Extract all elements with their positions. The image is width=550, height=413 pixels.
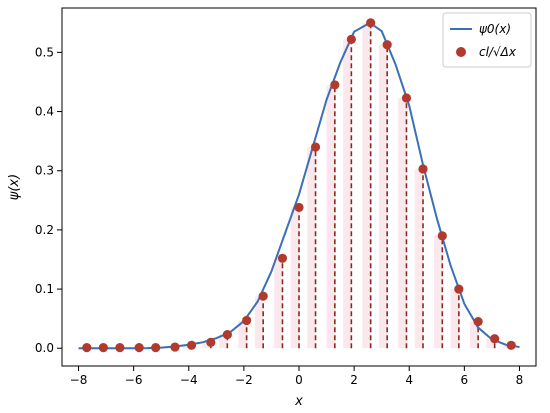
fill-band bbox=[254, 296, 264, 349]
fills-layer bbox=[78, 22, 512, 349]
legend-point-label: cl/√Δx bbox=[479, 45, 517, 59]
y-tick-label: 0.2 bbox=[35, 223, 54, 237]
x-tick-label: −2 bbox=[235, 373, 253, 387]
x-tick-label: −6 bbox=[125, 373, 143, 387]
y-tick-label: 0.0 bbox=[35, 341, 54, 355]
data-point bbox=[222, 330, 232, 340]
x-axis-label: x bbox=[294, 394, 303, 409]
legend-line-label: ψ0(x) bbox=[479, 22, 511, 36]
x-tick-label: −8 bbox=[70, 373, 88, 387]
data-point bbox=[170, 342, 180, 352]
fill-band bbox=[486, 338, 495, 349]
x-tick-label: −4 bbox=[180, 373, 198, 387]
xticks-layer: −8 −6 −4 −2 0 2 4 6 8 bbox=[70, 366, 524, 387]
fill-band bbox=[434, 235, 443, 349]
fill-band bbox=[362, 22, 371, 349]
data-point bbox=[366, 18, 376, 28]
data-point bbox=[115, 343, 125, 353]
fill-band bbox=[414, 168, 424, 349]
fill-band bbox=[219, 334, 228, 349]
fill-band bbox=[378, 44, 388, 349]
data-point bbox=[330, 80, 340, 90]
legend: ψ0(x) cl/√Δx bbox=[442, 12, 532, 68]
data-point bbox=[277, 253, 288, 263]
y-tick-label: 0.5 bbox=[35, 45, 54, 59]
data-point bbox=[242, 315, 252, 326]
fill-band bbox=[290, 207, 299, 349]
data-point bbox=[473, 317, 483, 327]
fill-band bbox=[202, 342, 211, 349]
fill-band bbox=[307, 147, 316, 349]
legend-point-swatch bbox=[456, 47, 466, 57]
y-tick-label: 0.4 bbox=[35, 105, 54, 119]
fill-band bbox=[469, 321, 479, 349]
data-point bbox=[294, 202, 304, 213]
x-tick-label: 4 bbox=[405, 373, 413, 387]
data-point bbox=[401, 93, 412, 103]
y-tick-label: 0.3 bbox=[35, 164, 54, 178]
stems-layer bbox=[86, 22, 512, 349]
fill-band bbox=[450, 289, 459, 349]
data-point bbox=[310, 142, 321, 152]
data-point bbox=[186, 340, 197, 350]
data-point bbox=[346, 34, 356, 44]
fill-band bbox=[274, 258, 283, 349]
fill-band bbox=[326, 84, 335, 349]
fill-band bbox=[238, 320, 247, 349]
data-point bbox=[382, 40, 392, 50]
data-point bbox=[490, 334, 500, 344]
fill-band bbox=[343, 39, 352, 349]
x-tick-label: 0 bbox=[295, 373, 303, 387]
fill-band bbox=[398, 97, 407, 349]
x-tick-label: 2 bbox=[350, 373, 358, 387]
data-point bbox=[98, 343, 108, 353]
data-point bbox=[418, 164, 428, 174]
points-layer bbox=[82, 18, 516, 353]
yticks-layer: 0.0 0.1 0.2 0.3 0.4 0.5 bbox=[35, 45, 62, 355]
x-tick-label: 8 bbox=[516, 373, 524, 387]
y-tick-label: 0.1 bbox=[35, 282, 54, 296]
data-point bbox=[134, 343, 144, 353]
data-point bbox=[82, 343, 92, 353]
data-point bbox=[454, 284, 464, 294]
data-point bbox=[506, 340, 516, 350]
x-tick-label: 6 bbox=[461, 373, 469, 387]
data-point bbox=[258, 291, 268, 301]
data-point bbox=[151, 343, 161, 353]
y-axis-label: ψ(x) bbox=[7, 174, 22, 200]
data-point bbox=[437, 231, 447, 241]
data-point bbox=[206, 337, 216, 347]
